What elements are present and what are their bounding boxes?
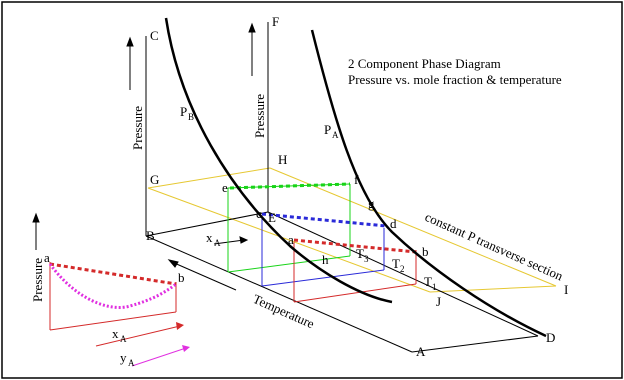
point-D: D [546,330,555,345]
pb-label: P B [180,104,194,122]
inset-point-a: a [44,250,50,265]
pressure-label-inset: Pressure [30,258,45,302]
t1-label: T 1 [424,274,437,292]
svg-text:x: x [206,230,213,245]
point-e: e [222,180,228,195]
xa-inset-label: x A [112,326,127,344]
constant-p-plane [147,167,557,293]
point-b: b [422,244,429,259]
base-axes [145,22,539,353]
tie-line-cd [261,212,387,228]
tie-line-ab [293,238,417,254]
t2-label: T 2 [392,256,405,274]
point-A: A [416,344,426,359]
svg-text:A: A [120,334,127,344]
point-c: c [256,206,262,221]
title-line1: 2 Component Phase Diagram [348,56,501,71]
isotherm-t2 [261,218,385,287]
point-G: G [150,172,159,187]
svg-text:2: 2 [400,264,405,274]
svg-text:A: A [214,238,221,248]
pressure-arrows [32,22,256,250]
point-J: J [436,294,441,309]
xa-arrow [213,236,249,245]
svg-text:x: x [112,326,119,341]
inset-diagram [48,262,190,367]
xa-main-label: x A [206,230,221,248]
tie-line-ef [229,182,351,190]
svg-text:P: P [324,122,331,137]
svg-text:3: 3 [364,254,369,264]
point-I: I [564,282,568,297]
pressure-label-mid: Pressure [252,94,267,138]
svg-text:1: 1 [432,282,437,292]
pa-label: P A [324,122,339,140]
point-E: E [268,210,276,225]
point-d: d [390,216,397,231]
pressure-label-left: Pressure [130,106,145,150]
svg-text:T: T [392,256,400,271]
isotherm-t1 [293,242,417,303]
svg-text:A: A [128,358,135,368]
svg-text:B: B [188,112,194,122]
t3-label: T 3 [356,246,369,264]
point-a: a [288,232,294,247]
svg-text:y: y [120,350,127,365]
point-H: H [278,152,287,167]
svg-text:T: T [356,246,364,261]
point-g: g [368,196,375,211]
temperature-arrow [167,259,237,291]
temperature-label: Temperature [251,291,317,331]
point-F: F [272,14,279,29]
ya-inset-label: y A [120,350,135,368]
point-f: f [354,172,359,187]
inset-point-b: b [178,270,185,285]
svg-text:P: P [180,104,187,119]
section-label: constant P transverse section [423,209,566,284]
point-B: B [146,228,155,243]
svg-text:A: A [332,130,339,140]
curve-pb [164,17,393,304]
svg-text:T: T [424,274,432,289]
point-C: C [150,28,159,43]
curve-pa [310,29,547,338]
point-h: h [322,252,329,267]
title-line2: Pressure vs. mole fraction & temperature [348,72,562,87]
